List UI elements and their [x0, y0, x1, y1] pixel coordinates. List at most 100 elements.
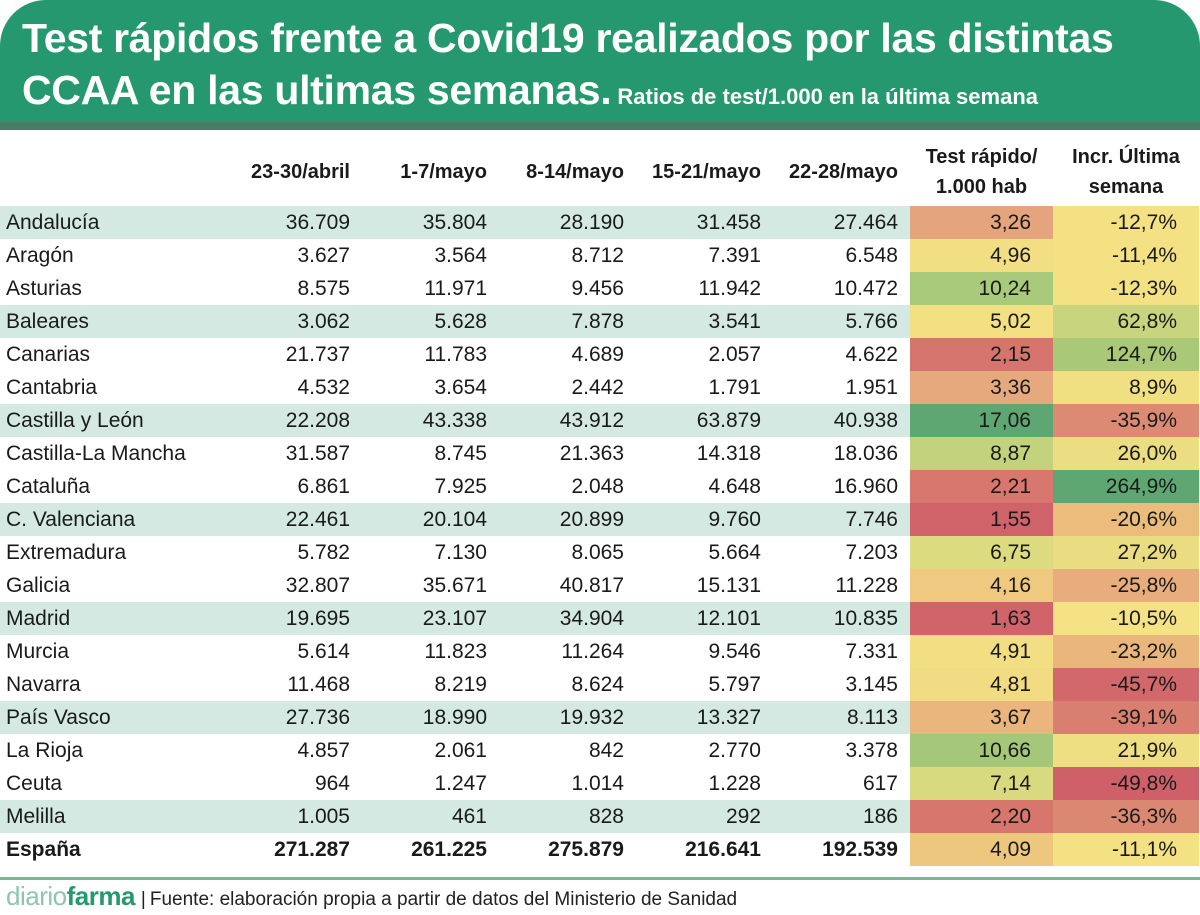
increment-heat-cell: -12,3%: [1053, 272, 1199, 305]
table-body: Andalucía 36.709 35.804 28.190 31.458 27.464 3…: [0, 206, 1199, 866]
week-4-value: 9.546: [708, 639, 761, 663]
ratio-heat-cell: 3,36: [910, 371, 1053, 404]
header-region: [0, 138, 225, 206]
ratio-heat-cell: 2,15: [910, 338, 1053, 371]
ratio-heat-cell: 1,55: [910, 503, 1053, 536]
region-name: España: [6, 837, 81, 861]
week-5-value: 1.951: [845, 375, 898, 399]
week-2-value: 23.107: [362, 602, 499, 635]
table-row: Baleares 3.062 5.628 7.878 3.541 5.766 5,02 62,…: [0, 305, 1199, 338]
ratio-heat-cell: 3,26: [910, 206, 1053, 239]
footer-divider: [0, 877, 1200, 880]
week-4-value: 216.641: [685, 837, 761, 861]
week-1-value: 27.736: [225, 701, 362, 734]
table-row: Canarias 21.737 11.783 4.689 2.057 4.622 2,15 1…: [0, 338, 1199, 371]
region-name: Melilla: [0, 800, 225, 833]
week-2-value: 8.219: [434, 672, 487, 696]
week-5-value: 27.464: [773, 206, 910, 239]
region-name: Cataluña: [6, 474, 91, 498]
week-2-value: 2.061: [434, 738, 487, 762]
subtitle: Ratios de test/1.000 en la última semana: [617, 84, 1038, 109]
increment-heat-cell: -12,7%: [1053, 206, 1199, 239]
week-3-value: 8.624: [571, 672, 624, 696]
table-row: Asturias 8.575 11.971 9.456 11.942 10.472 10,2…: [0, 272, 1199, 305]
week-2-value: 43.338: [362, 404, 499, 437]
region-name: Andalucía: [0, 206, 225, 239]
week-2-value: 7.925: [434, 474, 487, 498]
week-3-value: 34.904: [499, 602, 636, 635]
ratio-heat-cell: 4,16: [910, 569, 1053, 602]
week-1-value: 6.861: [297, 474, 350, 498]
ratio-heat-cell: 4,81: [910, 668, 1053, 701]
week-5-value: 8.113: [773, 701, 910, 734]
week-2-value: 11.783: [424, 342, 487, 366]
region-name: C. Valenciana: [0, 503, 225, 536]
table-row: Madrid 19.695 23.107 34.904 12.101 10.835 1,63…: [0, 602, 1199, 635]
header-increment: Incr. Última semana: [1053, 138, 1199, 206]
increment-heat-cell: 21,9%: [1053, 734, 1199, 767]
week-3-value: 8.065: [571, 540, 624, 564]
header-ratio-line1: Test rápido/: [925, 146, 1038, 168]
header-week-4: 15-21/mayo: [652, 161, 761, 183]
week-5-value: 7.203: [845, 540, 898, 564]
week-5-value: 617: [862, 771, 898, 795]
ratio-heat-cell: 2,20: [910, 800, 1053, 833]
week-2-value: 3.654: [434, 375, 487, 399]
week-2-value: 8.745: [434, 441, 487, 465]
week-1-value: 3.627: [297, 243, 350, 267]
week-3-value: 21.363: [559, 441, 624, 465]
week-3-value: 2.442: [571, 375, 624, 399]
week-5-value: 4.622: [845, 342, 898, 366]
table-row: Murcia 5.614 11.823 11.264 9.546 7.331 4,91 -23…: [0, 635, 1199, 668]
week-5-value: 192.539: [822, 837, 898, 861]
week-1-value: 271.287: [274, 837, 350, 861]
increment-heat-cell: -23,2%: [1053, 635, 1199, 668]
region-name: Cantabria: [6, 375, 98, 399]
header-ratio-line2: 1.000 hab: [935, 176, 1028, 198]
week-2-value: 35.671: [422, 573, 487, 597]
table-row: Extremadura 5.782 7.130 8.065 5.664 7.203 6,75…: [0, 536, 1199, 569]
week-4-value: 11.942: [698, 276, 761, 300]
week-4-value: 15.131: [696, 573, 761, 597]
region-name: Madrid: [0, 602, 225, 635]
week-1-value: 22.208: [225, 404, 362, 437]
week-5-value: 7.331: [845, 639, 898, 663]
increment-heat-cell: 27,2%: [1053, 536, 1199, 569]
source-note: Fuente: elaboración propia a partir de d…: [149, 889, 738, 910]
week-1-value: 4.857: [297, 738, 350, 762]
week-4-value: 2.057: [708, 342, 761, 366]
table-row: Castilla-La Mancha 31.587 8.745 21.363 14.31…: [0, 437, 1199, 470]
week-3-value: 7.878: [499, 305, 636, 338]
ratio-heat-cell: 8,87: [910, 437, 1053, 470]
week-1-value: 11.468: [287, 672, 350, 696]
week-2-value: 11.823: [424, 639, 487, 663]
week-5-value: 10.835: [773, 602, 910, 635]
table-row: Andalucía 36.709 35.804 28.190 31.458 27.464 3…: [0, 206, 1199, 239]
increment-heat-cell: 8,9%: [1053, 371, 1199, 404]
region-name: Castilla-La Mancha: [6, 441, 186, 465]
week-4-value: 292: [636, 800, 773, 833]
ratio-heat-cell: 3,67: [910, 701, 1053, 734]
region-name: País Vasco: [0, 701, 225, 734]
title-line-1: Test rápidos frente a Covid19 realizados…: [22, 15, 1114, 61]
header-week-3: 8-14/mayo: [526, 161, 624, 183]
week-4-value: 14.318: [696, 441, 761, 465]
week-5-value: 3.378: [845, 738, 898, 762]
increment-heat-cell: 26,0%: [1053, 437, 1199, 470]
increment-heat-cell: -39,1%: [1053, 701, 1199, 734]
week-2-value: 20.104: [362, 503, 499, 536]
ratio-heat-cell: 10,24: [910, 272, 1053, 305]
week-3-value: 20.899: [499, 503, 636, 536]
increment-heat-cell: -10,5%: [1053, 602, 1199, 635]
week-5-value: 6.548: [845, 243, 898, 267]
increment-heat-cell: -49,8%: [1053, 767, 1199, 800]
region-name: Extremadura: [6, 540, 127, 564]
header-week-2: 1-7/mayo: [400, 161, 487, 183]
week-5-value: 11.228: [835, 573, 898, 597]
header-incr-line2: semana: [1088, 176, 1164, 198]
week-1-value: 19.695: [225, 602, 362, 635]
table-row: Galicia 32.807 35.671 40.817 15.131 11.228 4,1…: [0, 569, 1199, 602]
table-row: C. Valenciana 22.461 20.104 20.899 9.760 7.74…: [0, 503, 1199, 536]
table-row: País Vasco 27.736 18.990 19.932 13.327 8.113 3…: [0, 701, 1199, 734]
week-5-value: 18.036: [833, 441, 898, 465]
